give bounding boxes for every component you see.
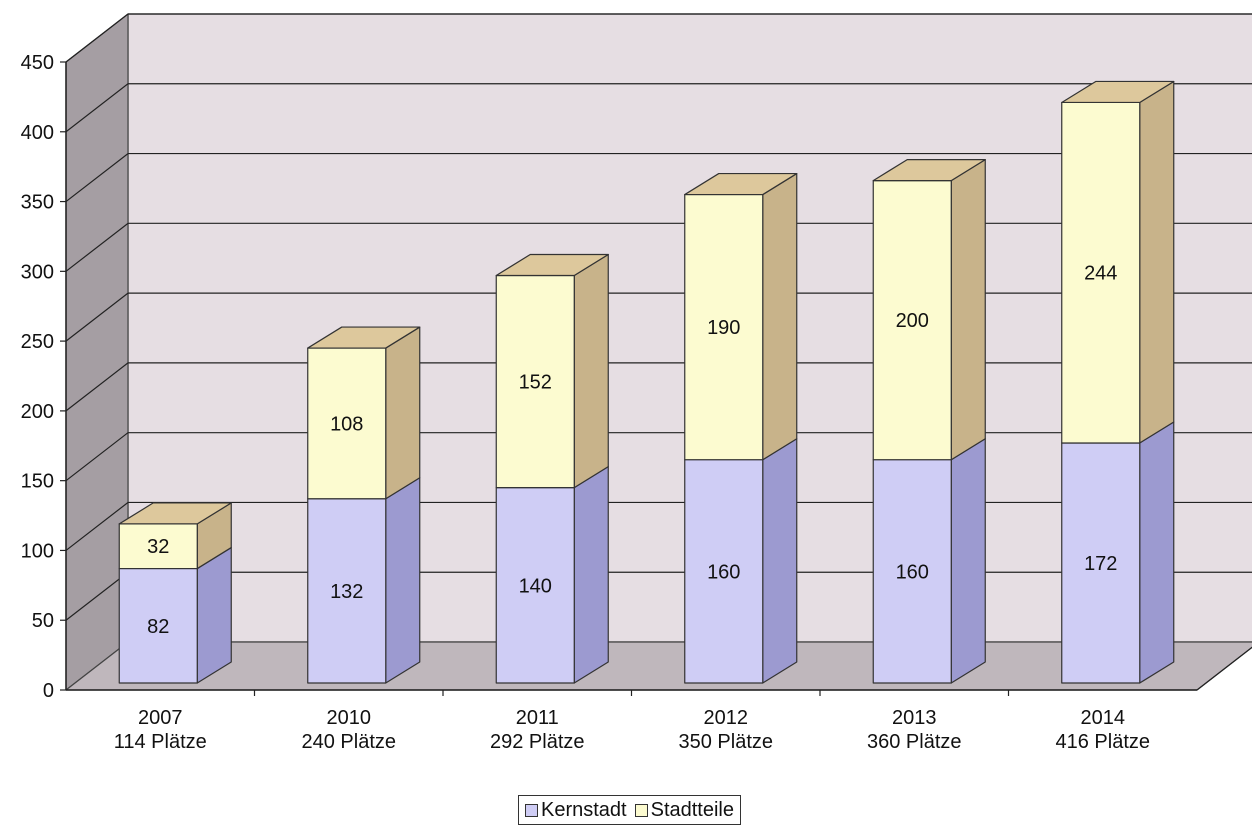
y-tick-label-9: 450: [21, 52, 54, 74]
bar-side-stadtteile-2011: [573, 253, 609, 489]
bar-top-stadtteile-2012: [684, 172, 798, 196]
data-label-stadtteile-2013: 200: [896, 310, 929, 332]
bar-top-stadtteile-2010: [307, 326, 421, 349]
x-tick-label-2013: 2013: [892, 707, 937, 729]
x-tick-label-2011: 2011: [516, 707, 559, 729]
y-tick-label-8: 400: [21, 122, 54, 144]
x-tick-sublabel-2007: 114 Plätze: [114, 731, 207, 753]
y-tick-label-6: 300: [21, 261, 54, 283]
bar-top-stadtteile-2014: [1061, 80, 1175, 104]
x-tick-label-2010: 2010: [327, 707, 372, 729]
y-tick-label-2: 100: [21, 540, 54, 562]
x-tick-sublabel-2011: 292 Plätze: [490, 731, 585, 753]
bar-side-stadtteile-2010: [385, 326, 421, 500]
bar-side-kernstadt-2014: [1139, 421, 1175, 684]
bar-side-stadtteile-2014: [1139, 80, 1175, 444]
bar-side-kernstadt-2012: [762, 438, 798, 684]
bar-side-kernstadt-2013: [950, 438, 986, 684]
x-tick-sublabel-2010: 240 Plätze: [301, 731, 396, 753]
data-label-stadtteile-2014: 244: [1084, 263, 1117, 285]
gridline-diagonal-5: [65, 292, 129, 342]
y-tick-label-5: 250: [21, 331, 54, 353]
x-tick-label-2007: 2007: [138, 707, 183, 729]
gridline-diagonal-1: [65, 571, 129, 621]
x-tick-sublabel-2012: 350 Plätze: [678, 731, 773, 753]
data-label-kernstadt-2012: 160: [707, 561, 740, 583]
x-tick-label-2014: 2014: [1081, 707, 1126, 729]
y-tick-label-3: 150: [21, 471, 54, 493]
y-tick-label-1: 50: [32, 610, 54, 632]
x-tick-label-2012: 2012: [704, 707, 749, 729]
bar-side-kernstadt-2007: [196, 546, 232, 684]
gridline-diagonal-2: [65, 501, 129, 551]
gridline-diagonal-9: [65, 13, 129, 63]
gridline-diagonal-6: [65, 222, 129, 272]
legend: Kernstadt Stadtteile: [518, 795, 741, 825]
data-label-kernstadt-2011: 140: [519, 575, 552, 597]
y-tick-label-7: 350: [21, 192, 54, 214]
bar-side-kernstadt-2011: [573, 466, 609, 684]
y-tick-label-0: 0: [43, 680, 54, 702]
floor-edge-right: [1196, 646, 1252, 691]
gridline-diagonal-8: [65, 83, 129, 133]
legend-swatch-kernstadt: [525, 803, 538, 817]
gridline-diagonal-7: [65, 153, 129, 203]
x-tick-sublabel-2013: 360 Plätze: [867, 731, 962, 753]
data-label-stadtteile-2011: 152: [519, 372, 552, 394]
gridline-diagonal-4: [65, 362, 129, 412]
data-label-kernstadt-2013: 160: [896, 561, 929, 583]
data-label-stadtteile-2012: 190: [707, 317, 740, 339]
bar-side-stadtteile-2012: [762, 172, 798, 461]
bar-top-stadtteile-2007: [118, 502, 232, 525]
legend-item-stadtteile: Stadtteile: [634, 798, 734, 822]
legend-item-kernstadt: Kernstadt: [525, 799, 627, 822]
y-tick-label-4: 200: [21, 401, 54, 423]
bar-side-stadtteile-2013: [950, 159, 986, 461]
legend-label-stadtteile: Stadtteile: [650, 798, 734, 821]
data-label-stadtteile-2007: 32: [147, 536, 169, 558]
data-label-kernstadt-2010: 132: [330, 581, 363, 603]
legend-label-kernstadt: Kernstadt: [541, 798, 627, 821]
data-label-kernstadt-2014: 172: [1084, 553, 1117, 575]
data-label-stadtteile-2010: 108: [330, 413, 363, 435]
data-label-kernstadt-2007: 82: [147, 616, 169, 638]
bar-side-kernstadt-2010: [385, 477, 421, 684]
x-tick-sublabel-2014: 416 Plätze: [1055, 731, 1150, 753]
legend-swatch-stadtteile: [634, 803, 648, 817]
gridline-diagonal-3: [65, 432, 129, 482]
bar-top-stadtteile-2013: [872, 159, 986, 182]
bar-top-stadtteile-2011: [495, 253, 609, 277]
